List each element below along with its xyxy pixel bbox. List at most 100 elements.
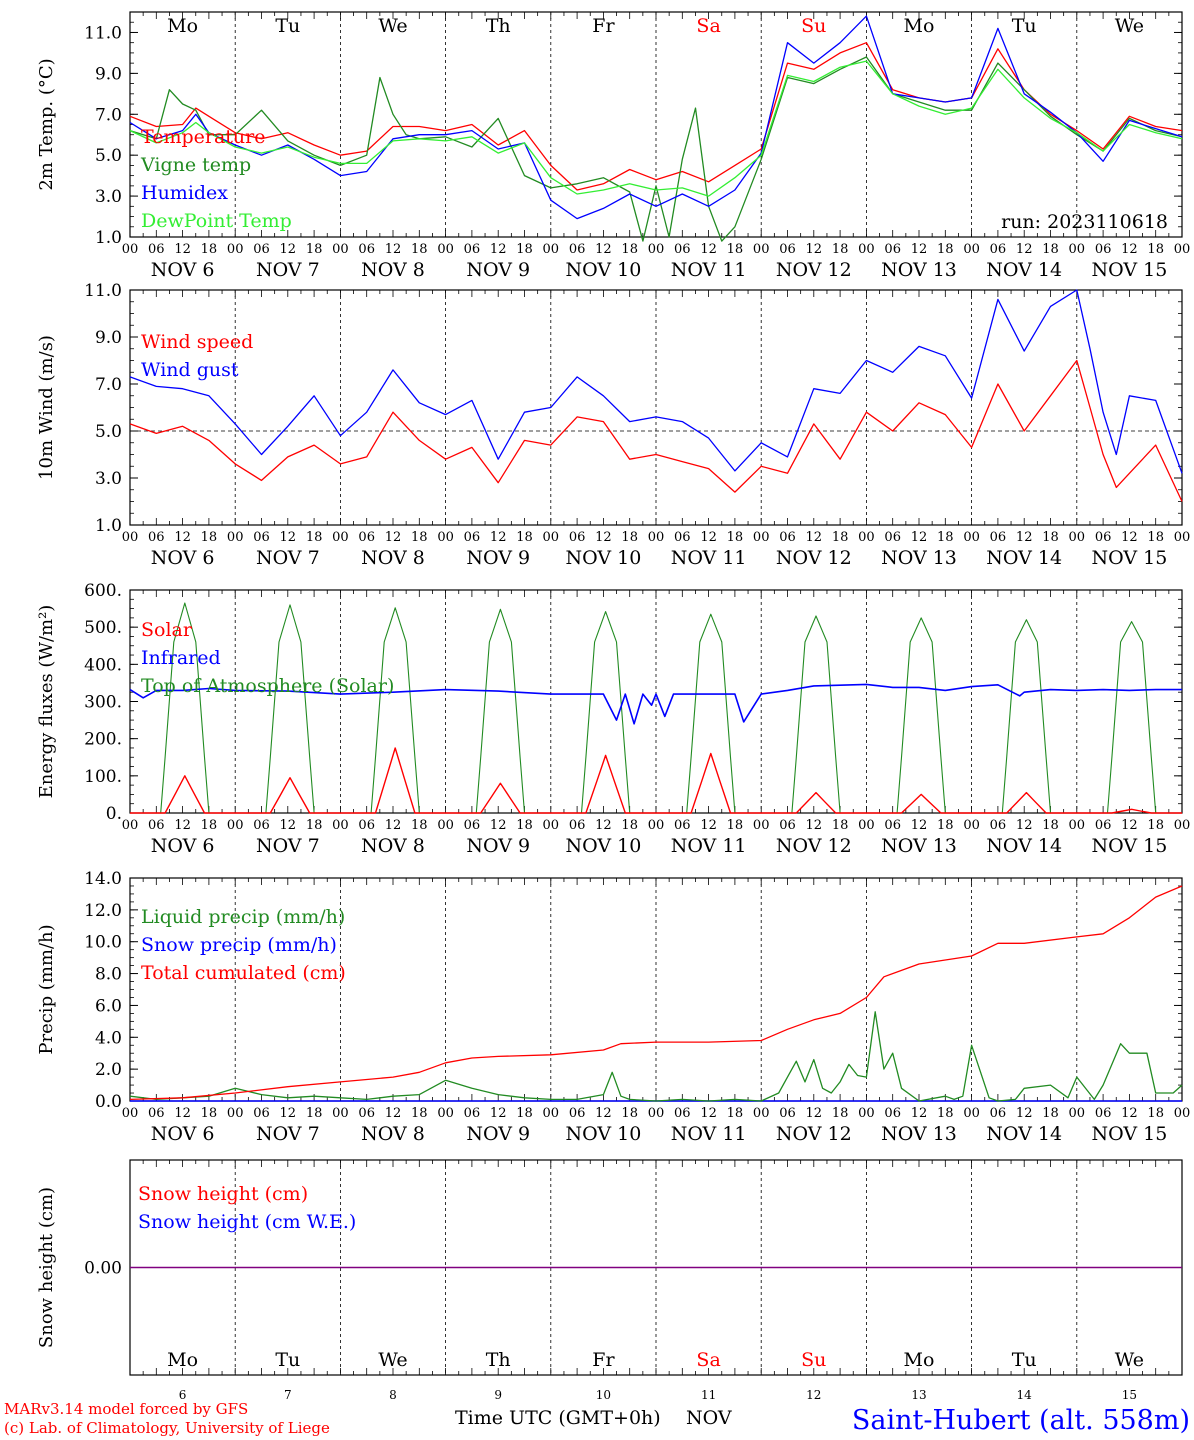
hour-label: 18 [727,1106,744,1121]
hour-label: 18 [1042,818,1059,833]
weekday-label: We [1115,1349,1144,1371]
weekday-label: Fr [592,1349,615,1371]
solar-line [130,747,1182,814]
chart-panels: 1.0 3.0 5.0 7.0 9.0 11.0 2m Temp. (°C) Mo Tu We Th… [36,11,1191,1402]
hour-label: 00 [753,1106,770,1121]
hour-label: 18 [832,242,849,257]
hour-label: 18 [621,1106,638,1121]
hour-label: 12 [1121,242,1138,257]
y-tick-label: 9.0 [95,328,122,348]
day-number-label: 10 [596,1388,611,1402]
date-label: NOV 14 [986,547,1062,569]
hour-label: 00 [543,1106,560,1121]
legend-entry: Temperature [141,126,265,148]
hour-label: 18 [516,1106,533,1121]
hour-label: 06 [990,242,1007,257]
legend-entry: Solar [141,619,193,641]
y-tick-label: 1.0 [95,228,122,248]
xaxis-title: Time UTC (GMT+0h) [455,1407,661,1429]
hour-label: 00 [963,242,980,257]
weekday-label: Tu [1012,1349,1037,1371]
date-label: NOV 6 [151,835,215,857]
hour-label: 18 [832,818,849,833]
wind-series-line [129,359,1183,502]
hour-label: 06 [884,242,901,257]
precip-series-line [129,885,1183,1101]
y-tick-label: 0.0 [95,1092,122,1112]
hour-label: 12 [700,242,717,257]
hour-label: 12 [280,1106,297,1121]
hour-label: 12 [280,530,297,545]
hour-label: 00 [122,530,139,545]
hour-label: 12 [1016,530,1033,545]
day-number-label: 15 [1122,1388,1137,1402]
temp-series-line [129,60,1183,197]
weekday-label: Th [486,1349,511,1371]
hour-label: 12 [700,1106,717,1121]
date-label: NOV 6 [151,547,215,569]
date-label: NOV 14 [986,259,1062,281]
hour-label: 12 [385,818,402,833]
weekday-label: Su [801,15,826,37]
hour-label: 12 [1016,818,1033,833]
hour-label: 00 [543,818,560,833]
day-number-label: 9 [494,1388,502,1402]
date-label: NOV 15 [1091,1123,1167,1145]
panel-5: 0.00 Snow height (cm) Snow height (cm) Snow… [36,1159,1183,1402]
date-label: NOV 9 [466,1123,530,1145]
hour-label: 18 [1042,242,1059,257]
legend-entry: Liquid precip (mm/h) [141,906,345,928]
hour-label: 06 [569,242,586,257]
date-label: NOV 7 [256,259,320,281]
temp-series-line [129,56,1183,242]
day-number-label: 13 [911,1388,926,1402]
hour-label: 00 [753,242,770,257]
hour-label: 12 [280,242,297,257]
hour-label: 00 [332,1106,349,1121]
weekday-label: Su [801,1349,826,1371]
panel-4: 0.0 2.0 4.0 6.0 8.0 10.0 12.0 14.0 Precip (mm/h)… [36,869,1190,1145]
hour-label: 12 [1121,1106,1138,1121]
hour-label: 12 [174,1106,191,1121]
legend-entry: DewPoint Temp [141,210,292,232]
y-tick-label: 1.0 [95,516,122,536]
legend-entry: Humidex [141,182,228,204]
legend-entry: Top of Atmosphere (Solar) [141,675,394,697]
date-label: NOV 11 [671,1123,747,1145]
hour-label: 12 [385,242,402,257]
weekday-label: Fr [592,15,615,37]
hour-label: 00 [1069,242,1086,257]
hour-label: 06 [358,530,375,545]
legend-entry: Snow height (cm W.E.) [138,1211,356,1233]
weekday-label: Mo [167,15,198,37]
wind-series-line [129,289,1183,474]
hour-label: 18 [727,242,744,257]
date-label: NOV 7 [256,547,320,569]
legend-entry: Snow precip (mm/h) [141,934,337,956]
hour-label: 00 [1174,530,1191,545]
y-tick-label: 100. [84,767,122,787]
hour-label: 00 [437,818,454,833]
hour-label: 12 [385,1106,402,1121]
hour-label: 18 [832,1106,849,1121]
infrared-line [129,683,1182,725]
hour-label: 06 [884,818,901,833]
date-label: NOV 13 [881,1123,957,1145]
day-number-label: 7 [284,1388,292,1402]
hour-label: 00 [437,1106,454,1121]
hour-label: 00 [543,530,560,545]
hour-label: 12 [595,242,612,257]
date-label: NOV 10 [565,835,641,857]
hour-label: 06 [464,242,481,257]
hour-label: 18 [201,530,218,545]
day-number-label: 6 [179,1388,187,1402]
hour-label: 00 [648,530,665,545]
hour-label: 18 [937,242,954,257]
hour-label: 18 [1147,1106,1164,1121]
hour-label: 12 [385,530,402,545]
hour-label: 12 [911,818,928,833]
hour-label: 00 [858,1106,875,1121]
date-label: NOV 14 [986,835,1062,857]
legend-entry: Wind speed [141,331,253,353]
hour-label: 12 [174,242,191,257]
